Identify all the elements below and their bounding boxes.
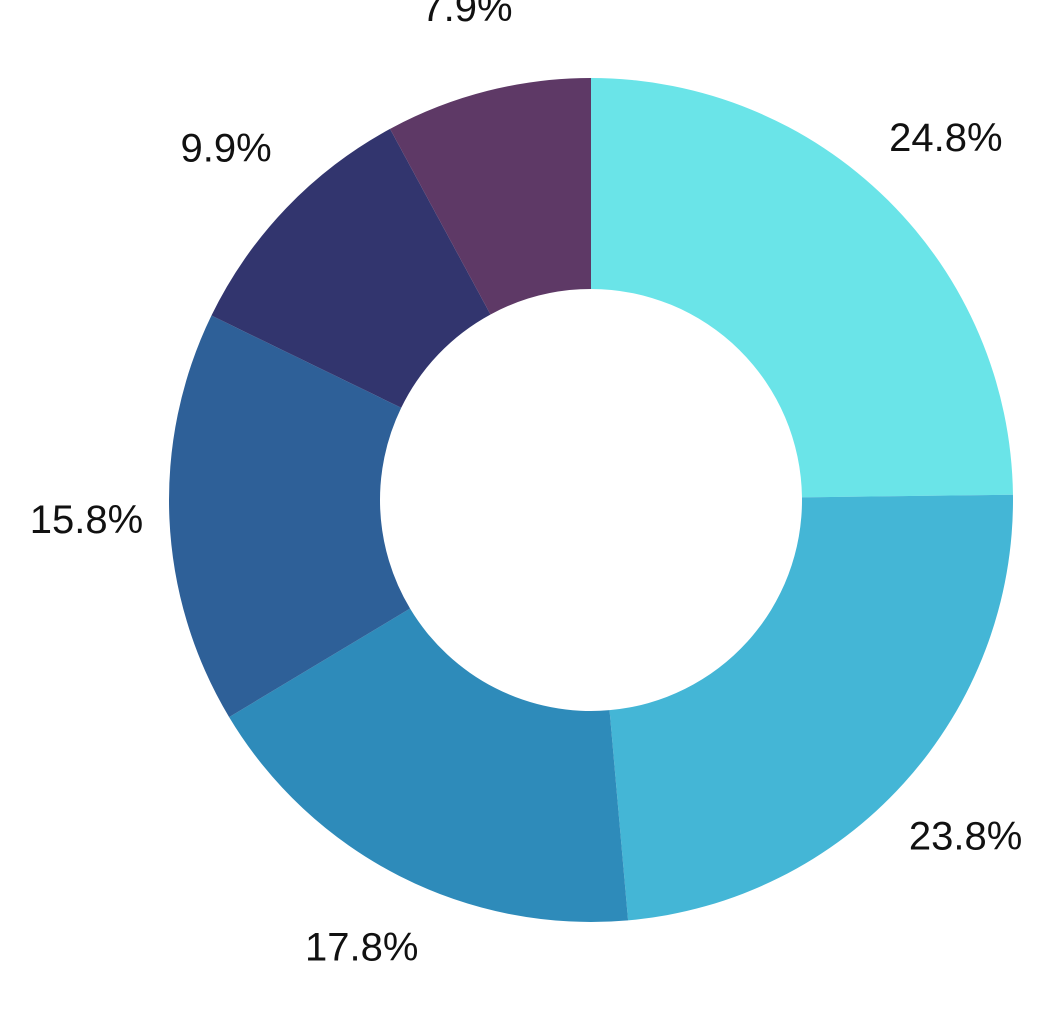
donut-slice: [211, 128, 491, 408]
slice-label: 15.8%: [30, 498, 143, 542]
slice-label: 9.9%: [181, 126, 272, 170]
donut-slice: [591, 78, 1013, 498]
slice-label: 24.8%: [889, 116, 1002, 160]
slice-label: 7.9%: [421, 0, 512, 30]
donut-slice: [229, 608, 629, 922]
donut-slice: [390, 78, 591, 315]
slice-label: 23.8%: [909, 814, 1022, 858]
donut-slice: [609, 494, 1013, 921]
slice-label: 17.8%: [305, 926, 418, 970]
donut-slice: [168, 315, 411, 718]
